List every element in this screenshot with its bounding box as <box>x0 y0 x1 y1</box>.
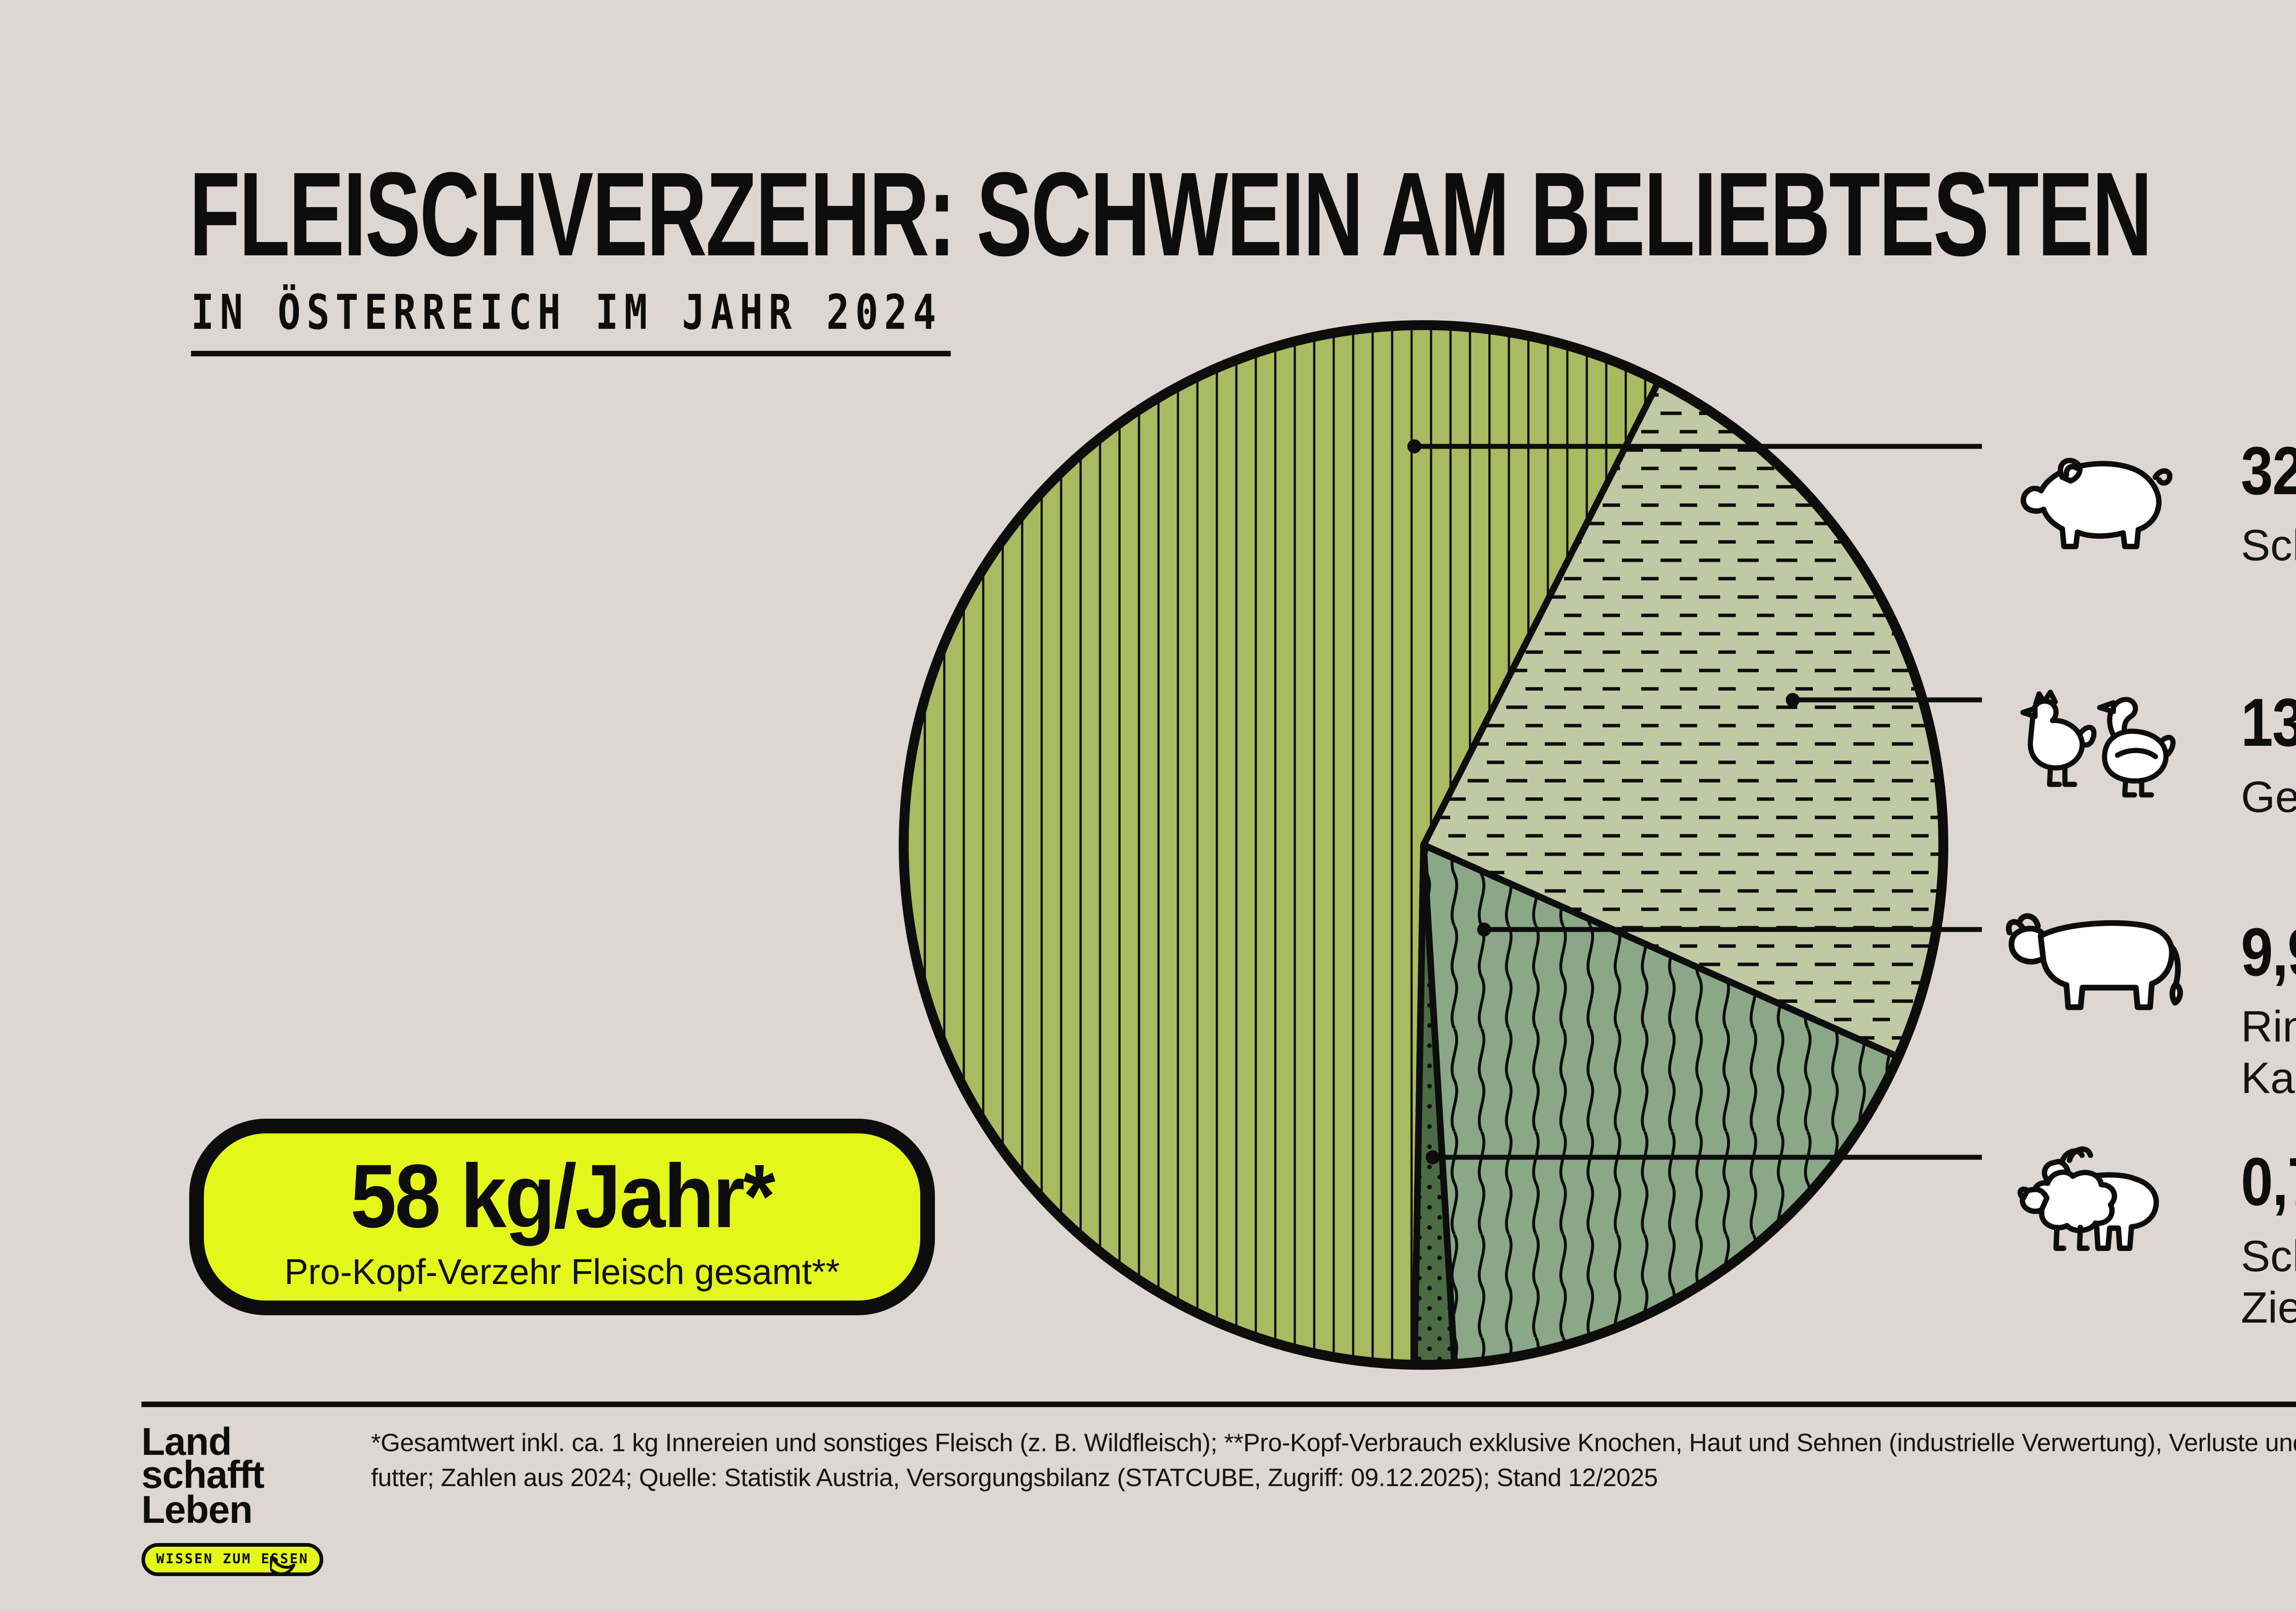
logo-line: Leben <box>141 1489 253 1532</box>
legend-label: Rind- und Kalbfleisch <box>2241 1003 2296 1104</box>
page-title: FLEISCHVERZEHR: SCHWEIN AM BELIEBTESTEN <box>189 147 2152 281</box>
footer-divider <box>141 1402 2296 1407</box>
land-schafft-leben-logo: Land schafft Leben <box>141 1422 264 1532</box>
legend-label: Schweinefleisch <box>2241 522 2296 571</box>
poultry-icon <box>2020 689 2176 798</box>
legend-value: 32,6 kg <box>2241 434 2296 509</box>
pie-slices <box>899 320 1948 1370</box>
total-consumption-badge: 58 kg/Jahr* Pro-Kopf-Verzehr Fleisch ges… <box>189 1119 935 1315</box>
footnotes: *Gesamtwert inkl. ca. 1 kg Innereien und… <box>371 1425 2296 1497</box>
legend-value: 9,9 kg <box>2241 915 2296 990</box>
sheep-goat-icon <box>2017 1146 2159 1251</box>
pig-icon <box>2020 457 2172 549</box>
footnote-line: *Gesamtwert inkl. ca. 1 kg Innereien und… <box>371 1429 2296 1457</box>
legend-label: Schaf- und Ziegenfleisch <box>2241 1233 2296 1334</box>
legend-value: 0,7 kg <box>2241 1144 2296 1220</box>
badge-value: 58 kg/Jahr* <box>350 1148 776 1247</box>
pie-callout-lines <box>1407 439 1982 1165</box>
logo-tagline-badge: WISSEN ZUM ESSEN <box>141 1543 324 1576</box>
page-subtitle: IN ÖSTERREICH IM JAHR 2024 <box>191 290 951 356</box>
legend-label: Geflügelfleisch <box>2241 773 2296 823</box>
logo-line: Land <box>141 1422 232 1464</box>
legend-value: 13,8 kg <box>2241 685 2296 760</box>
badge-caption: Pro-Kopf-Verzehr Fleisch gesamt** <box>284 1253 840 1293</box>
footnote-line: futter; Zahlen aus 2024; Quelle: Statist… <box>371 1465 1658 1493</box>
logo-line: schafft <box>141 1455 264 1498</box>
cow-icon <box>2006 913 2183 1010</box>
speech-bubble-tail-icon <box>270 1556 296 1576</box>
